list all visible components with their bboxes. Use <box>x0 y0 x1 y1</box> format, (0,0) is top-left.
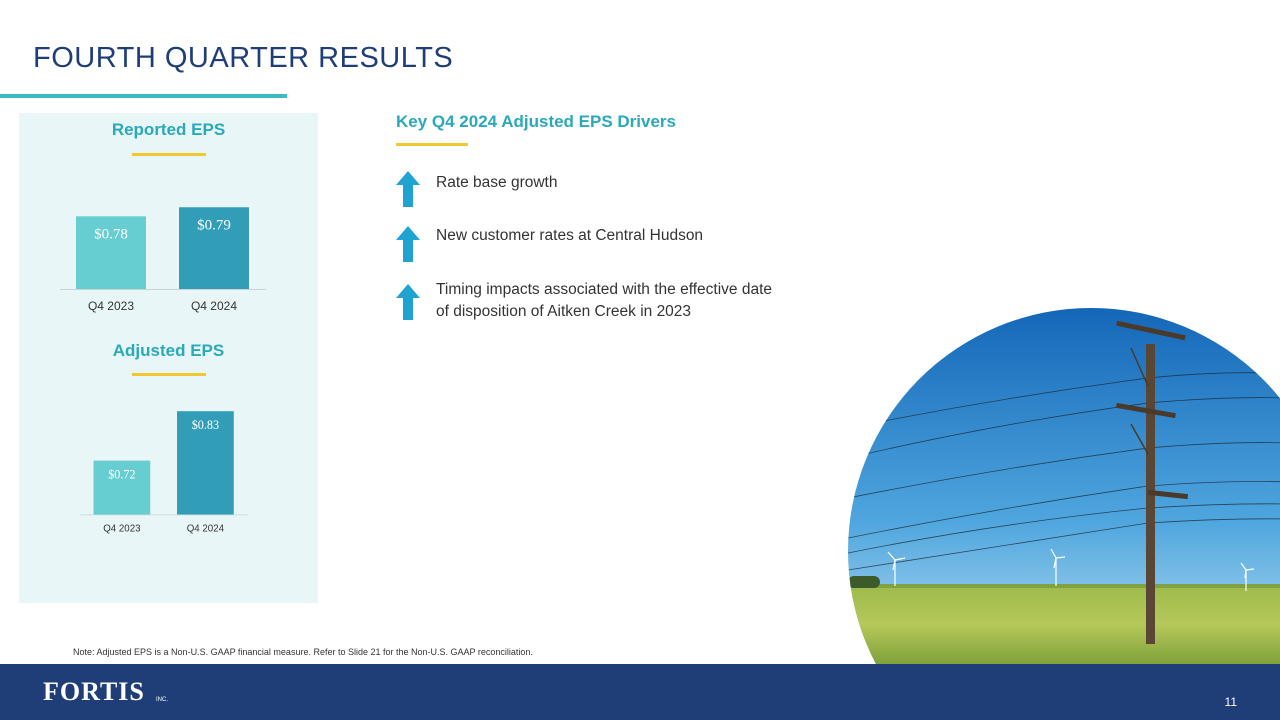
reported-eps-chart: $0.78 Q4 2023 $0.79 Q4 2024 <box>60 207 266 313</box>
x-tick-label: Q4 2023 <box>103 524 140 535</box>
bar-value-label: $0.72 <box>108 467 135 481</box>
drivers-underline <box>396 143 468 146</box>
x-tick-label: Q4 2023 <box>88 299 134 313</box>
bar-q4-2024 <box>177 411 234 515</box>
adjusted-eps-title: Adjusted EPS <box>112 341 225 360</box>
driver-item: Rate base growth <box>396 171 796 211</box>
adjusted-eps-chart: $0.72 Q4 2023 $0.83 Q4 2024 <box>80 411 248 535</box>
reported-eps-title: Reported EPS <box>111 120 226 139</box>
up-arrow-icon <box>396 284 420 320</box>
up-arrow-icon <box>396 171 420 207</box>
adjusted-eps-underline <box>132 373 206 376</box>
fortis-logo: FORTIS <box>43 677 145 706</box>
footnote: Note: Adjusted EPS is a Non-U.S. GAAP fi… <box>73 647 533 657</box>
driver-text: Rate base growth <box>436 174 558 191</box>
page-number: 11 <box>1224 695 1237 709</box>
bar-value-label: $0.83 <box>192 418 219 432</box>
x-tick-label: Q4 2024 <box>191 299 237 313</box>
bar-q4-2023 <box>93 460 151 515</box>
reported-eps-underline <box>132 153 206 156</box>
up-arrow-icon <box>396 226 420 262</box>
drivers-title: Key Q4 2024 Adjusted EPS Drivers <box>396 112 677 131</box>
title-rule <box>0 94 287 98</box>
driver-item: New customer rates at Central Hudson <box>396 226 796 266</box>
power-line-field-photo <box>848 308 1280 664</box>
driver-text: Timing impacts associated with the effec… <box>436 281 772 320</box>
bar-q4-2023 <box>76 216 146 289</box>
x-tick-label: Q4 2024 <box>187 524 225 535</box>
bar-q4-2024 <box>179 207 249 289</box>
footer-bar: FORTIS INC. 11 <box>0 664 1280 720</box>
slide-title: FOURTH QUARTER RESULTS <box>33 42 454 74</box>
driver-text: New customer rates at Central Hudson <box>436 227 704 244</box>
bar-value-label: $0.78 <box>94 226 128 242</box>
driver-item: Timing impacts associated with the effec… <box>396 281 796 332</box>
bar-value-label: $0.79 <box>197 217 231 233</box>
eps-charts-panel: Reported EPS $0.78 Q4 2023 $0.79 Q4 2024 Ad… <box>19 113 318 603</box>
fortis-logo-suffix: INC. <box>156 697 168 703</box>
